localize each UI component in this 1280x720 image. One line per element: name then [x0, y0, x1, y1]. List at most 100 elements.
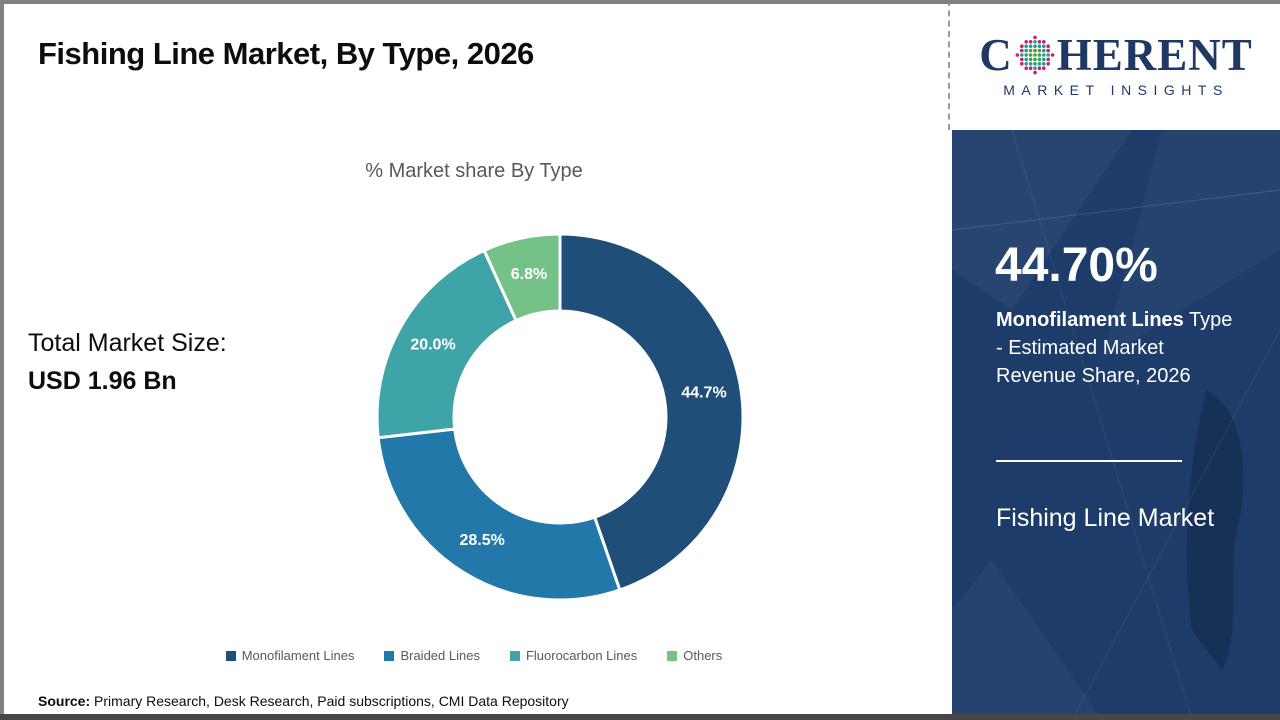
globe-dot: [1032, 57, 1037, 62]
globe-dot: [1024, 66, 1028, 70]
brand-subtitle: MARKET INSIGHTS: [1003, 81, 1229, 98]
globe-dot: [1037, 40, 1041, 44]
globe-dot: [1046, 57, 1050, 62]
globe-dot: [1041, 48, 1046, 53]
globe-dot: [1028, 40, 1033, 44]
donut-segment-braided-lines: [376, 427, 622, 602]
globe-dot: [1032, 44, 1037, 48]
globe-dot: [1028, 62, 1033, 66]
highlight-description-rest: Type - Estimated Market Revenue Share, 2…: [996, 309, 1233, 387]
globe-dot: [1037, 62, 1041, 66]
legend-item-braided-lines: Braided Lines: [384, 648, 480, 663]
donut-segment-others: [482, 232, 562, 323]
globe-dot: [1046, 62, 1050, 66]
globe-dot: [1032, 35, 1037, 40]
globe-dot: [1032, 70, 1037, 75]
donut-chart: 44.7% 28.5% 20.0% 6.8%: [370, 227, 750, 607]
page-title: Fishing Line Market, By Type, 2026: [38, 36, 534, 71]
donut-segment-label: 44.7%: [681, 384, 726, 401]
globe-dot: [1024, 53, 1028, 57]
dashed-divider: [948, 0, 950, 130]
globe-dot: [1028, 57, 1033, 62]
globe-dot: [1015, 53, 1019, 57]
highlight-description: Monofilament Lines Type - Estimated Mark…: [996, 306, 1234, 390]
globe-dot: [1037, 66, 1041, 70]
globe-dot: [1037, 48, 1041, 53]
legend-label: Monofilament Lines: [241, 648, 355, 663]
globe-dot: [1028, 48, 1033, 53]
brand-logo: C HERENT MARKET INSIGHTS: [952, 0, 1280, 130]
donut-segment-label: 6.8%: [511, 266, 547, 283]
globe-dot: [1024, 40, 1028, 44]
source-line: Source: Primary Research, Desk Research,…: [38, 693, 569, 709]
globe-dot: [1019, 48, 1024, 53]
legend-item-others: Others: [667, 648, 722, 663]
globe-dot: [1037, 44, 1041, 48]
legend-swatch-icon: [509, 650, 520, 661]
globe-dot: [1037, 57, 1041, 62]
globe-dot: [1041, 57, 1046, 62]
highlight-sidebar: 44.70% Monofilament Lines Type - Estimat…: [952, 130, 1280, 720]
legend-label: Others: [683, 648, 723, 663]
chart-legend: Monofilament Lines Braided Lines Fluorocar…: [0, 648, 948, 663]
globe-dot: [1046, 44, 1050, 48]
total-market-size-label: Total Market Size:: [28, 329, 227, 357]
legend-label: Fluorocarbon Lines: [525, 648, 638, 663]
globe-dot: [1050, 53, 1055, 57]
globe-dot: [1024, 44, 1028, 48]
globe-dot: [1032, 62, 1037, 66]
globe-dot: [1046, 53, 1050, 57]
legend-swatch-icon: [384, 650, 395, 661]
sidebar-market-name: Fishing Line Market: [996, 504, 1215, 532]
globe-dot: [1046, 48, 1050, 53]
legend-item-monofilament-lines: Monofilament Lines: [225, 648, 355, 663]
highlight-value: 44.70%: [995, 239, 1158, 292]
frame-border-top: [0, 0, 1280, 4]
sidebar-content: 44.70% Monofilament Lines Type - Estimat…: [952, 130, 1280, 720]
globe-dot: [1041, 53, 1046, 57]
donut-segment-fluorocarbon-lines: [375, 248, 518, 440]
globe-dot: [1041, 62, 1046, 66]
chart-title: % Market share By Type: [365, 160, 583, 182]
globe-dot: [1037, 53, 1041, 57]
globe-dot: [1032, 40, 1037, 44]
globe-dot: [1028, 44, 1033, 48]
brand-letter-c: C: [979, 29, 1013, 80]
dotted-globe-icon: [1015, 35, 1055, 75]
legend-swatch-icon: [667, 650, 678, 661]
globe-dot: [1019, 53, 1024, 57]
globe-dot: [1024, 48, 1028, 53]
world-map-texture: [952, 130, 1280, 720]
brand-logo-wordmark: C HERENT: [979, 29, 1253, 80]
globe-dot: [1032, 66, 1037, 70]
sidebar-divider: [996, 460, 1182, 462]
globe-dot: [1019, 62, 1024, 66]
donut-segment-monofilament-lines: [558, 232, 745, 592]
brand-letters-rest: HERENT: [1056, 29, 1253, 80]
donut-segment-label: 28.5%: [460, 532, 505, 549]
donut-chart-svg: 44.7% 28.5% 20.0% 6.8%: [375, 232, 745, 602]
legend-label: Braided Lines: [400, 648, 480, 663]
globe-dot: [1028, 53, 1033, 57]
globe-dot: [1041, 44, 1046, 48]
globe-dot: [1024, 62, 1028, 66]
frame-border-bottom: [0, 714, 1280, 720]
globe-dot: [1019, 57, 1024, 62]
globe-dot: [1041, 40, 1046, 44]
total-market-size-block: Total Market Size: USD 1.96 Bn: [28, 324, 227, 400]
total-market-size-value: USD 1.96 Bn: [28, 367, 177, 395]
frame-border-left: [0, 0, 4, 720]
globe-dot: [1028, 66, 1033, 70]
donut-segment-label: 20.0%: [410, 337, 455, 354]
legend-swatch-icon: [225, 650, 236, 661]
highlight-description-bold: Monofilament Lines: [996, 309, 1184, 331]
globe-dot: [1032, 53, 1037, 57]
source-text: Primary Research, Desk Research, Paid su…: [90, 693, 569, 709]
globe-dot: [1041, 66, 1046, 70]
globe-dot: [1019, 44, 1024, 48]
globe-dot: [1032, 48, 1037, 53]
legend-item-fluorocarbon-lines: Fluorocarbon Lines: [509, 648, 638, 663]
source-prefix: Source:: [38, 693, 91, 709]
globe-dot: [1024, 57, 1028, 62]
